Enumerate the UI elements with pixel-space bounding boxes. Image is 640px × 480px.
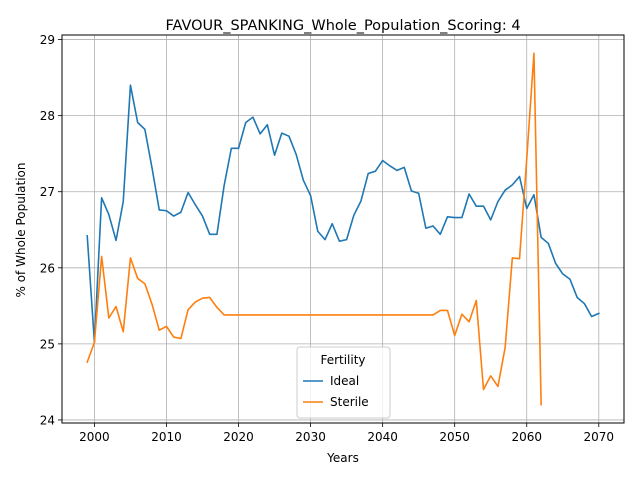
y-tick-label: 26 [40,261,55,275]
grid [62,35,624,423]
x-tick-label: 2070 [584,430,615,444]
y-axis-label: % of Whole Population [14,163,28,298]
series-lines [86,52,600,406]
x-tick-label: 2000 [79,430,110,444]
x-tick-label: 2020 [223,430,254,444]
x-tick-label: 2030 [295,430,326,444]
ticks: 2000 2010 2020 2030 2040 2050 2060 2070 24 25 26 27… [40,33,614,444]
y-tick-label: 27 [40,185,55,199]
x-tick-label: 2040 [367,430,398,444]
y-tick-label: 28 [40,109,55,123]
legend-label-ideal: Ideal [330,374,359,388]
x-axis-label: Years [326,451,359,465]
plot-frame [61,34,625,424]
y-tick-label: 24 [40,413,55,427]
series-line-ideal [86,84,600,344]
legend-box [296,346,391,419]
legend-label-sterile: Sterile [330,395,369,409]
x-tick-label: 2050 [439,430,470,444]
x-tick-label: 2060 [511,430,542,444]
y-tick-label: 29 [40,33,55,47]
legend-title: Fertility [320,353,365,367]
series-line-sterile [86,52,542,406]
y-tick-label: 25 [40,337,55,351]
legend: Fertility Ideal Sterile [296,346,391,419]
x-tick-label: 2010 [151,430,182,444]
chart-title: FAVOUR_SPANKING_Whole_Population_Scoring… [165,18,520,34]
